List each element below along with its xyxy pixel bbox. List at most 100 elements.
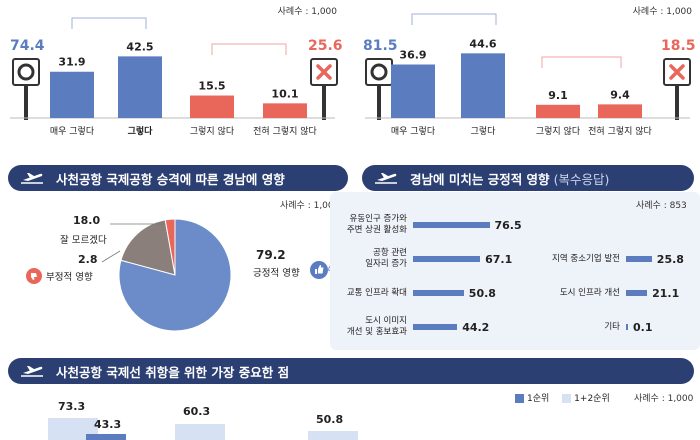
legend-both-swatch	[562, 394, 572, 403]
top-right-negative-total: 18.5	[661, 38, 696, 54]
hbar-right-value-2: 21.1	[652, 286, 680, 300]
hbar-left-row-2: 공항 관련 일자리 증가 67.1	[335, 242, 512, 276]
hbar-left-row-3: 교통 인프라 확대 50.8	[335, 276, 496, 310]
top-left-bar-3	[190, 95, 234, 118]
hbar-right-label-2: 도시 인프라 개선	[559, 287, 620, 298]
top-right-positive-total: 81.5	[363, 38, 398, 54]
hbar-right-row-3: 기타 0.1	[540, 310, 653, 344]
hbar-left-value-4: 44.2	[462, 320, 490, 334]
hbar-right-value-1: 25.8	[656, 252, 684, 266]
top-right-bar-value-3: 9.1	[548, 89, 568, 102]
top-right-bar-value-4: 9.4	[610, 88, 630, 101]
hbar-right-label-3: 기타	[604, 321, 620, 332]
hbar-right-label-1: 지역 중소기업 발전	[552, 253, 620, 264]
top-right-bar-value-2: 44.6	[469, 37, 496, 50]
top-right-bar-4	[598, 104, 642, 118]
pie-slice-positive	[118, 218, 232, 332]
top-right-bar-1	[391, 64, 435, 118]
hbar-section-title: 경남에 미치는 긍정적 영향	[410, 171, 550, 187]
top-right-panel: 사례수 : 1,000 81.5 18.5 36.9 매우 그렇다 44.6 그렇다 9…	[355, 0, 700, 150]
pie-chart	[118, 218, 232, 332]
hbar-right-row-1: 지역 중소기업 발전 25.8	[540, 242, 684, 276]
top-left-bar-label-1: 매우 그렇다	[50, 126, 95, 137]
top-left-bar-1	[50, 71, 94, 118]
top-right-bar-label-4: 전혀 그렇지 않다	[588, 126, 652, 137]
airplane-icon	[21, 366, 43, 377]
hbar-section-header: 경남에 미치는 긍정적 영향 (복수응답)	[362, 165, 694, 191]
hbar-left-row-4: 도시 이미지 개선 및 홍보효과 44.2	[335, 310, 489, 344]
pie-slice-unknown	[120, 219, 176, 276]
top-right-bars: 36.9 매우 그렇다 44.6 그렇다 9.1 그렇지 않다 9.4 전혀 그렇지 않다	[365, 37, 690, 137]
top-right-bar-value-1: 36.9	[399, 48, 426, 61]
top-left-bar-label-3: 그렇지 않다	[190, 126, 235, 137]
hbar-right-bar-2	[626, 290, 648, 296]
top-right-sample-size: 사례수 : 1,000	[632, 7, 692, 17]
pie-unknown-label: 잘 모르겠다	[60, 235, 107, 246]
pie-sample-size: 사례수 : 1,000	[280, 201, 340, 211]
top-left-positive-bracket	[71, 17, 147, 29]
thumbs-up-icon	[310, 261, 328, 279]
hbar-left-bar-4	[413, 324, 458, 330]
legend-both-item: 1+2순위	[562, 394, 610, 404]
hbar-left-value-3: 50.8	[468, 286, 496, 300]
bottom-legend: 1순위 1+2순위	[515, 391, 610, 404]
top-left-bar-label-2: 그렇다	[128, 125, 154, 137]
hbar-left-label-3: 교통 인프라 확대	[346, 287, 407, 298]
bottom-both-value-3: 50.8	[316, 413, 344, 426]
top-right-positive-bracket	[411, 13, 497, 25]
pie-negative-label: 부정적 영향	[46, 272, 93, 283]
top-left-bar-2	[118, 56, 162, 118]
bottom-both-bar-3	[308, 431, 358, 440]
hbar-right-bar-1	[626, 256, 652, 262]
hbar-left-label-1: 유동인구 증가와 주변 상권 활성화	[346, 214, 407, 235]
hbar-section-subtitle: (복수응답)	[553, 171, 610, 187]
hbar-left-value-1: 76.5	[494, 218, 522, 232]
top-left-bar-label-4: 전혀 그렇지 않다	[253, 126, 317, 137]
top-left-negative-bracket	[211, 43, 287, 55]
bottom-both-bar-1	[48, 418, 98, 440]
bottom-first-bar-1	[86, 434, 126, 440]
top-right-bar-label-2: 그렇다	[471, 126, 497, 137]
top-left-bar-value-4: 10.1	[271, 87, 298, 100]
hbar-right-column: 지역 중소기업 발전 25.8 도시 인프라 개선 21.1 기타 0.1	[540, 208, 698, 348]
top-left-bars: 31.9 매우 그렇다 42.5 그렇다 15.5 그렇지 않다 10.1 전혀 그렇지 않다	[10, 40, 335, 137]
pie-positive-value: 79.2	[256, 248, 286, 262]
top-left-bar-value-2: 42.5	[126, 40, 153, 53]
x-sign-icon	[663, 58, 691, 124]
top-left-positive-total: 74.4	[10, 38, 45, 54]
top-left-sample-size: 사례수 : 1,000	[277, 7, 337, 17]
top-right-bar-2	[461, 53, 505, 118]
pie-positive-label: 긍정적 영향	[253, 268, 300, 279]
hbar-left-bar-2	[413, 256, 481, 262]
legend-first-item: 1순위	[515, 394, 549, 404]
circle-sign-icon	[12, 58, 40, 124]
bottom-sample-size: 사례수 : 1,000	[634, 394, 694, 404]
pie-unknown-value: 18.0	[73, 214, 101, 227]
bottom-section-header: 사천공항 국제선 취항을 위한 가장 중요한 점	[8, 358, 694, 384]
hbar-left-label-4: 도시 이미지 개선 및 홍보효과	[346, 316, 407, 337]
hbar-left-bar-3	[413, 290, 464, 296]
airplane-icon	[375, 173, 397, 184]
hbar-left-column: 유동인구 증가와 주변 상권 활성화 76.5 공항 관련 일자리 증가 67.1 교통…	[335, 208, 535, 348]
hbar-left-label-2: 공항 관련 일자리 증가	[365, 248, 407, 269]
top-left-bar-4	[263, 103, 307, 118]
hbar-right-bar-3	[626, 324, 628, 330]
bottom-first-value-1: 43.3	[94, 418, 122, 431]
pie-negative-value: 2.8	[78, 253, 98, 266]
hbar-right-row-2: 도시 인프라 개선 21.1	[540, 276, 679, 310]
pie-negative-leader	[101, 250, 121, 263]
top-left-negative-total: 25.6	[308, 38, 343, 54]
thumbs-down-icon	[26, 268, 42, 284]
hbar-left-value-2: 67.1	[485, 252, 513, 266]
bottom-both-value-2: 60.3	[183, 405, 211, 418]
top-right-bar-3	[536, 104, 580, 118]
airplane-icon	[21, 173, 43, 184]
hbar-left-bar-1	[413, 222, 490, 228]
bottom-section-title: 사천공항 국제선 취항을 위한 가장 중요한 점	[56, 364, 290, 380]
legend-first-swatch	[515, 394, 524, 403]
top-right-bar-label-1: 매우 그렇다	[391, 126, 436, 137]
top-right-negative-bracket	[541, 56, 622, 68]
top-left-bar-value-3: 15.5	[198, 80, 225, 93]
hbar-right-value-3: 0.1	[633, 320, 653, 334]
top-left-panel: 사례수 : 1,000 74.4 25.6 31.9 매우 그렇다 42.5 그렇다 1…	[0, 0, 345, 150]
